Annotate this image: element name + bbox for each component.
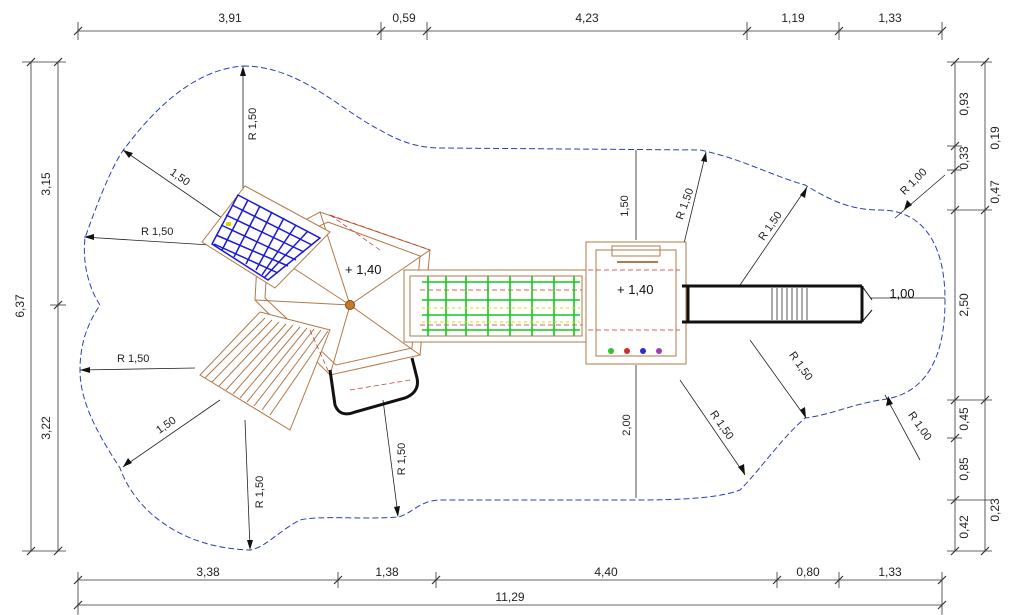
net-accent: [226, 222, 231, 226]
distance-label-2: 1,50: [154, 414, 178, 436]
second-platform: [585, 241, 687, 365]
right-inner-1: 0,93: [957, 92, 971, 116]
right-inner-2: 0,33: [957, 146, 971, 170]
bridge-frame: [403, 269, 589, 343]
top-dim-3: 4,23: [575, 11, 599, 25]
left-lower-label: 3,22: [39, 416, 53, 440]
bottom-dim-1: 3,38: [196, 565, 220, 579]
tower-height-label: + 1,40: [345, 262, 382, 277]
arrowheads: [80, 66, 912, 550]
distance-label-3: 1,50: [619, 195, 631, 216]
right-outer-2: 0,47: [988, 180, 1002, 204]
radius-label-8: R 1,50: [786, 350, 814, 383]
top-dim-5: 1,33: [878, 11, 902, 25]
right-inner-5: 0,85: [957, 457, 971, 481]
left-upper-label: 3,15: [39, 172, 53, 196]
bottom-dim-3: 4,40: [594, 565, 618, 579]
radius-label-4: R 1,50: [254, 476, 266, 508]
center-pole: [345, 300, 355, 310]
right-inner-3: 2,50: [957, 293, 971, 317]
bottom-dim-5: 1,33: [878, 565, 902, 579]
top-dim-4: 1,19: [781, 11, 805, 25]
rope-lines: [309, 214, 680, 391]
right-inner-4: 0,45: [957, 407, 971, 431]
radius-label-10: R 1,00: [898, 166, 929, 197]
distance-label-5: 1,00: [889, 286, 914, 301]
climbing-net-frame: [201, 185, 331, 289]
right-dimension-labels: 0,93 0,33 2,50 0,45 0,85 0,42 0,19 0,47 …: [957, 92, 1002, 539]
radius-label-6: R 1,50: [674, 187, 696, 222]
distance-label-4: 2,00: [621, 414, 633, 435]
radius-label-9: R 1,50: [707, 409, 735, 442]
right-outer-3: 0,23: [988, 498, 1002, 522]
dimension-ticks: [26, 26, 990, 610]
straight-slide: [682, 284, 873, 324]
right-inner-6: 0,42: [957, 515, 971, 539]
top-dim-1: 3,91: [218, 11, 242, 25]
colored-knobs: [608, 348, 662, 354]
radius-label-1: R 1,50: [247, 108, 259, 140]
radius-label-11: R 1,00: [905, 410, 933, 443]
radius-lines: [79, 68, 946, 549]
curved-slide: [328, 357, 419, 416]
bottom-dim-4: 0,80: [796, 565, 820, 579]
bottom-dim-2: 1,38: [375, 565, 399, 579]
bottom-dimension-labels: 3,38 1,38 4,40 0,80 1,33 11,29: [196, 565, 902, 604]
platform-height-label: + 1,40: [617, 282, 654, 297]
top-dimension-labels: 3,91 0,59 4,23 1,19 1,33: [218, 11, 902, 25]
bridge-net: [422, 276, 580, 336]
safety-zone-outline: [79, 65, 946, 551]
radius-label-3: R 1,50: [117, 353, 149, 365]
climbing-net: [211, 193, 322, 281]
left-total-label: 6,37: [13, 294, 27, 318]
height-labels: + 1,40 + 1,40: [345, 262, 654, 297]
distance-label-1: 1,50: [168, 166, 192, 188]
stair-block: [199, 311, 331, 431]
right-outer-1: 0,19: [988, 126, 1002, 150]
radius-label-2: R 1,50: [141, 226, 173, 238]
total-length-label: 11,29: [495, 590, 524, 604]
radius-label-5: R 1,50: [396, 443, 408, 475]
left-dimension-labels: 6,37 3,15 3,22: [13, 172, 53, 440]
top-dim-2: 0,59: [392, 11, 416, 25]
bridge-accents: [422, 307, 580, 323]
